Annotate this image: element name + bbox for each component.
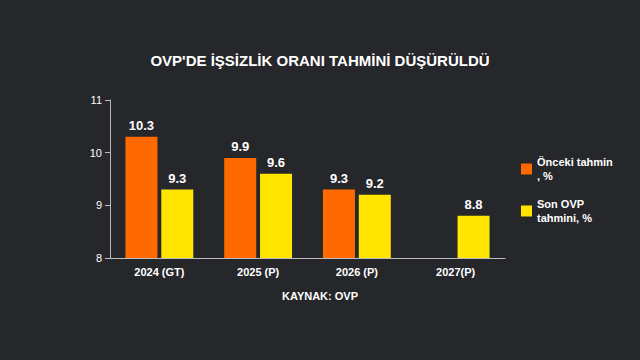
svg-text:, %: , %	[537, 170, 553, 182]
svg-text:2024 (GT): 2024 (GT)	[134, 266, 184, 278]
svg-text:OVP'DE İŞSİZLİK ORANI TAHMİNİ: OVP'DE İŞSİZLİK ORANI TAHMİNİ DÜŞÜRÜLDÜ	[150, 52, 489, 69]
svg-text:11: 11	[91, 94, 102, 106]
svg-text:2026 (P): 2026 (P)	[336, 266, 379, 278]
svg-text:8: 8	[96, 252, 102, 264]
svg-text:tahmini, %: tahmini, %	[537, 212, 592, 224]
svg-text:Son OVP: Son OVP	[537, 198, 587, 210]
svg-text:9.6: 9.6	[267, 155, 285, 170]
svg-text:10.3: 10.3	[129, 118, 154, 133]
svg-text:8.8: 8.8	[465, 197, 483, 212]
svg-text:9.3: 9.3	[168, 171, 186, 186]
svg-text:9.2: 9.2	[366, 176, 384, 191]
svg-text:KAYNAK: OVP: KAYNAK: OVP	[282, 290, 358, 302]
svg-text:2027(P): 2027(P)	[436, 266, 475, 278]
svg-text:Önceki tahmin: Önceki tahmin	[537, 156, 613, 168]
svg-text:9.9: 9.9	[231, 139, 249, 154]
svg-text:9.3: 9.3	[330, 171, 348, 186]
svg-text:10: 10	[90, 147, 102, 159]
svg-text:2025 (P): 2025 (P)	[237, 266, 280, 278]
svg-text:9: 9	[96, 199, 102, 211]
